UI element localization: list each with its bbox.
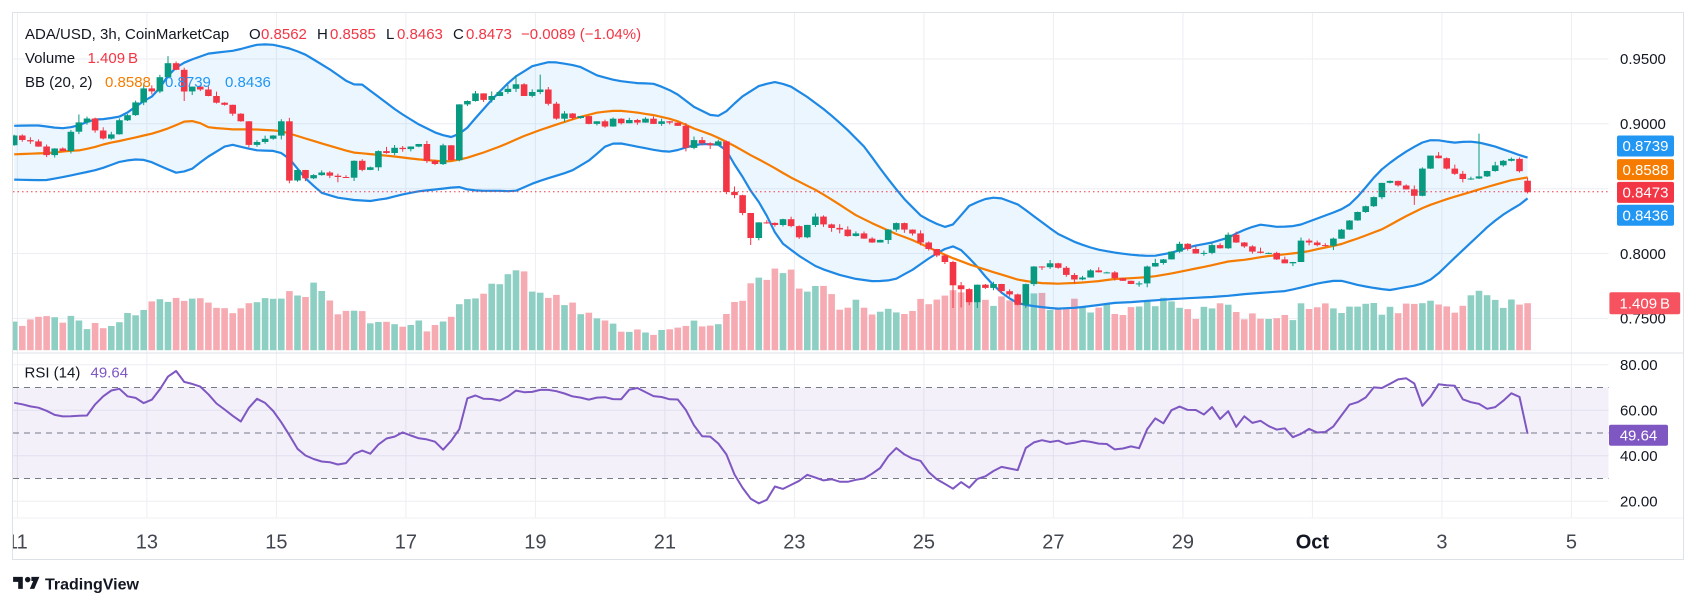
svg-text:13: 13 [136,532,158,554]
svg-text:49.64: 49.64 [1620,428,1658,445]
svg-text:Oct: Oct [1296,532,1330,554]
svg-text:1.409 B: 1.409 B [1620,296,1671,313]
svg-text:0.8739: 0.8739 [1623,138,1669,155]
svg-text:19: 19 [524,532,546,554]
svg-text:15: 15 [265,532,287,554]
svg-text:11: 11 [7,532,28,554]
svg-text:17: 17 [395,532,417,554]
svg-text:60.00: 60.00 [1620,402,1658,419]
svg-text:29: 29 [1172,532,1194,554]
svg-text:27: 27 [1042,532,1064,554]
svg-text:5: 5 [1566,532,1577,554]
svg-text:0.8000: 0.8000 [1620,246,1666,263]
svg-text:0.9500: 0.9500 [1620,51,1666,68]
svg-text:TradingView: TradingView [45,576,140,593]
svg-text:23: 23 [783,532,805,554]
svg-text:40.00: 40.00 [1620,448,1658,465]
svg-text:0.8436: 0.8436 [1623,208,1669,225]
svg-text:0.8473: 0.8473 [1623,185,1669,202]
svg-text:0.9000: 0.9000 [1620,116,1666,133]
svg-text:0.7500: 0.7500 [1620,311,1666,328]
svg-text:21: 21 [654,532,676,554]
svg-text:0.8588: 0.8588 [1623,162,1669,179]
svg-text:80.00: 80.00 [1620,357,1658,374]
svg-text:20.00: 20.00 [1620,493,1658,510]
svg-text:RSI (14)49.64: RSI (14) 49.64 [25,365,129,382]
svg-text:25: 25 [913,532,935,554]
svg-text:3: 3 [1436,532,1447,554]
